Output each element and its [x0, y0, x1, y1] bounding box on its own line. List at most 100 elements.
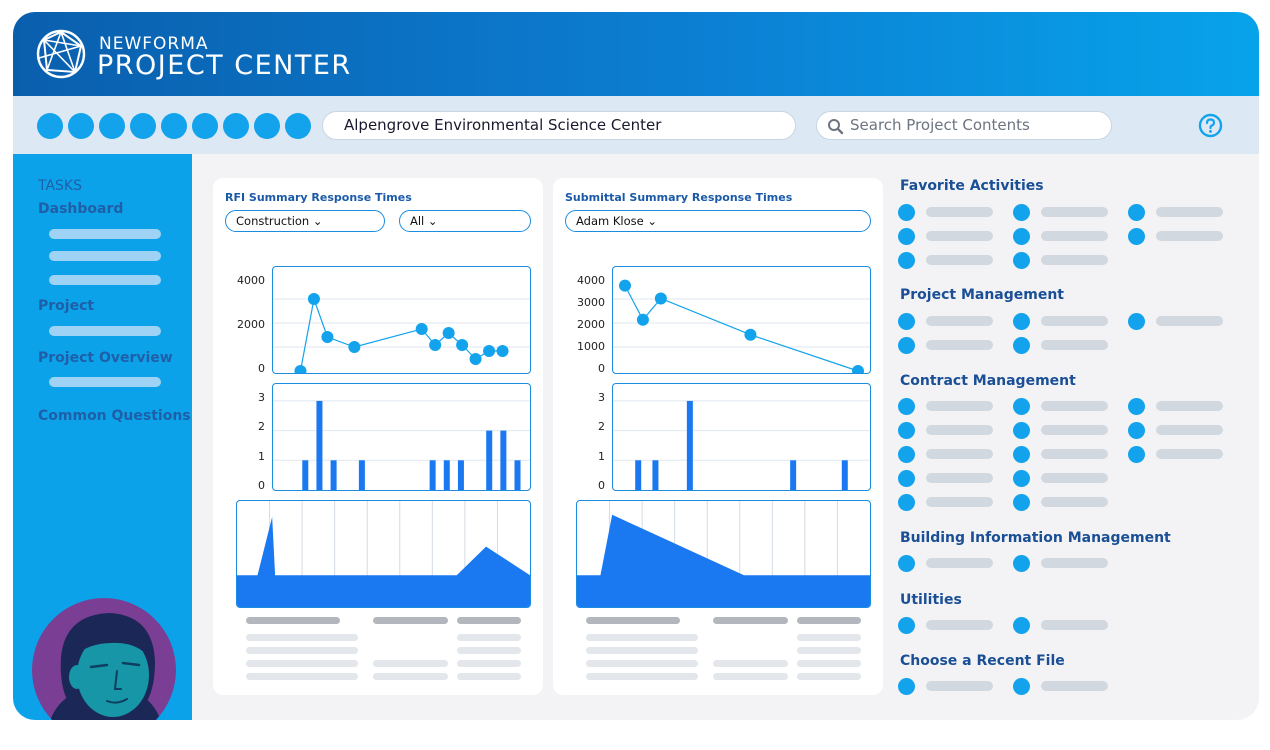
- toolbar-dot-button[interactable]: [99, 113, 125, 139]
- activity-item-label-placeholder[interactable]: [1041, 231, 1108, 241]
- activity-item-label-placeholder[interactable]: [1041, 425, 1108, 435]
- activity-item-icon[interactable]: [898, 445, 915, 463]
- sidebar-subitem[interactable]: [49, 326, 161, 336]
- activity-item-label-placeholder[interactable]: [1041, 207, 1108, 217]
- activity-item-label-placeholder[interactable]: [1041, 558, 1108, 568]
- y-tick-label: 3: [258, 391, 265, 404]
- y-tick-label: 3: [598, 391, 605, 404]
- activity-item-icon[interactable]: [1128, 445, 1145, 463]
- activity-item-label-placeholder[interactable]: [1156, 207, 1223, 217]
- activity-item-icon[interactable]: [1013, 493, 1030, 511]
- project-selector[interactable]: Alpengrove Environmental Science Center: [322, 111, 796, 140]
- activity-item-label-placeholder[interactable]: [1041, 401, 1108, 411]
- activity-item-label-placeholder[interactable]: [926, 425, 993, 435]
- activity-item-label-placeholder[interactable]: [926, 620, 993, 630]
- activity-item-label-placeholder[interactable]: [1156, 401, 1223, 411]
- table-row-placeholder: [713, 673, 788, 680]
- activity-item-label-placeholder[interactable]: [926, 473, 993, 483]
- toolbar-dot-button[interactable]: [68, 113, 94, 139]
- toolbar-dot-button[interactable]: [161, 113, 187, 139]
- table-row-placeholder: [373, 660, 448, 667]
- activity-item-label-placeholder[interactable]: [1041, 340, 1108, 350]
- sidebar-subitem[interactable]: [49, 275, 161, 285]
- activity-item-label-placeholder[interactable]: [926, 255, 993, 265]
- activity-item-icon[interactable]: [1013, 251, 1030, 269]
- activity-item-label-placeholder[interactable]: [1041, 449, 1108, 459]
- construction-dropdown[interactable]: Construction ⌄: [225, 210, 385, 232]
- toolbar-dot-button[interactable]: [192, 113, 218, 139]
- activity-item-label-placeholder[interactable]: [926, 497, 993, 507]
- all-dropdown[interactable]: All ⌄: [399, 210, 531, 232]
- activity-item-label-placeholder[interactable]: [926, 231, 993, 241]
- activity-item-label-placeholder[interactable]: [926, 340, 993, 350]
- activity-item-label-placeholder[interactable]: [1041, 620, 1108, 630]
- activity-item-icon[interactable]: [1013, 469, 1030, 487]
- sidebar-subitem[interactable]: [49, 251, 161, 261]
- section-building-information-management: Building Information Management: [900, 530, 1171, 546]
- activity-item-label-placeholder[interactable]: [1041, 316, 1108, 326]
- y-tick-label: 1: [258, 450, 265, 463]
- user-avatar[interactable]: [31, 597, 177, 720]
- activity-item-label-placeholder[interactable]: [1156, 316, 1223, 326]
- sidebar-item-project[interactable]: Project: [38, 298, 95, 314]
- activity-item-icon[interactable]: [1013, 677, 1030, 695]
- table-row-placeholder: [797, 634, 861, 641]
- activity-item-icon[interactable]: [1013, 227, 1030, 245]
- toolbar-dot-button[interactable]: [285, 113, 311, 139]
- activity-item-label-placeholder[interactable]: [926, 401, 993, 411]
- activity-item-icon[interactable]: [898, 616, 915, 634]
- activity-item-icon[interactable]: [1013, 554, 1030, 572]
- activity-item-label-placeholder[interactable]: [1156, 425, 1223, 435]
- rfi-area-chart: [236, 500, 531, 608]
- activity-item-label-placeholder[interactable]: [926, 558, 993, 568]
- activity-item-label-placeholder[interactable]: [926, 449, 993, 459]
- activity-item-icon[interactable]: [1128, 227, 1145, 245]
- activity-item-icon[interactable]: [1128, 421, 1145, 439]
- activity-item-label-placeholder[interactable]: [1156, 449, 1223, 459]
- toolbar-dot-button[interactable]: [223, 113, 249, 139]
- bar: [358, 460, 365, 490]
- activity-item-icon[interactable]: [898, 677, 915, 695]
- adam-klose-dropdown[interactable]: Adam Klose ⌄: [565, 210, 871, 232]
- activity-item-label-placeholder[interactable]: [926, 316, 993, 326]
- activity-item-label-placeholder[interactable]: [926, 681, 993, 691]
- sidebar-item-dashboard[interactable]: Dashboard: [38, 201, 124, 217]
- search-input[interactable]: Search Project Contents: [816, 111, 1112, 140]
- data-point: [294, 365, 307, 373]
- help-icon[interactable]: [1198, 113, 1223, 138]
- activity-item-icon[interactable]: [898, 397, 915, 415]
- activity-item-icon[interactable]: [1128, 312, 1145, 330]
- data-point: [456, 339, 469, 351]
- activity-item-label-placeholder[interactable]: [1041, 497, 1108, 507]
- activity-item-icon[interactable]: [1013, 445, 1030, 463]
- activity-item-icon[interactable]: [1013, 421, 1030, 439]
- sidebar-subitem[interactable]: [49, 377, 161, 387]
- activity-item-label-placeholder[interactable]: [926, 207, 993, 217]
- activity-item-label-placeholder[interactable]: [1156, 231, 1223, 241]
- activity-item-icon[interactable]: [1013, 312, 1030, 330]
- sidebar-subitem[interactable]: [49, 229, 161, 239]
- sidebar-item-common-questions[interactable]: Common Questions: [38, 408, 191, 424]
- activity-item-icon[interactable]: [1013, 616, 1030, 634]
- activity-item-icon[interactable]: [1013, 203, 1030, 221]
- toolbar-dot-button[interactable]: [37, 113, 63, 139]
- activity-item-icon[interactable]: [898, 312, 915, 330]
- activity-item-icon[interactable]: [898, 336, 915, 354]
- activity-item-icon[interactable]: [898, 203, 915, 221]
- activity-item-icon[interactable]: [898, 251, 915, 269]
- activity-item-icon[interactable]: [1013, 397, 1030, 415]
- activity-item-label-placeholder[interactable]: [1041, 681, 1108, 691]
- activity-item-label-placeholder[interactable]: [1041, 473, 1108, 483]
- activity-item-icon[interactable]: [898, 469, 915, 487]
- activity-item-icon[interactable]: [898, 421, 915, 439]
- sidebar-item-project-overview[interactable]: Project Overview: [38, 350, 173, 366]
- toolbar-dot-button[interactable]: [130, 113, 156, 139]
- activity-item-icon[interactable]: [1128, 203, 1145, 221]
- activity-item-icon[interactable]: [898, 227, 915, 245]
- activity-item-label-placeholder[interactable]: [1041, 255, 1108, 265]
- activity-item-icon[interactable]: [1013, 336, 1030, 354]
- toolbar-dot-button[interactable]: [254, 113, 280, 139]
- activity-item-icon[interactable]: [1128, 397, 1145, 415]
- activity-item-icon[interactable]: [898, 554, 915, 572]
- activity-item-icon[interactable]: [898, 493, 915, 511]
